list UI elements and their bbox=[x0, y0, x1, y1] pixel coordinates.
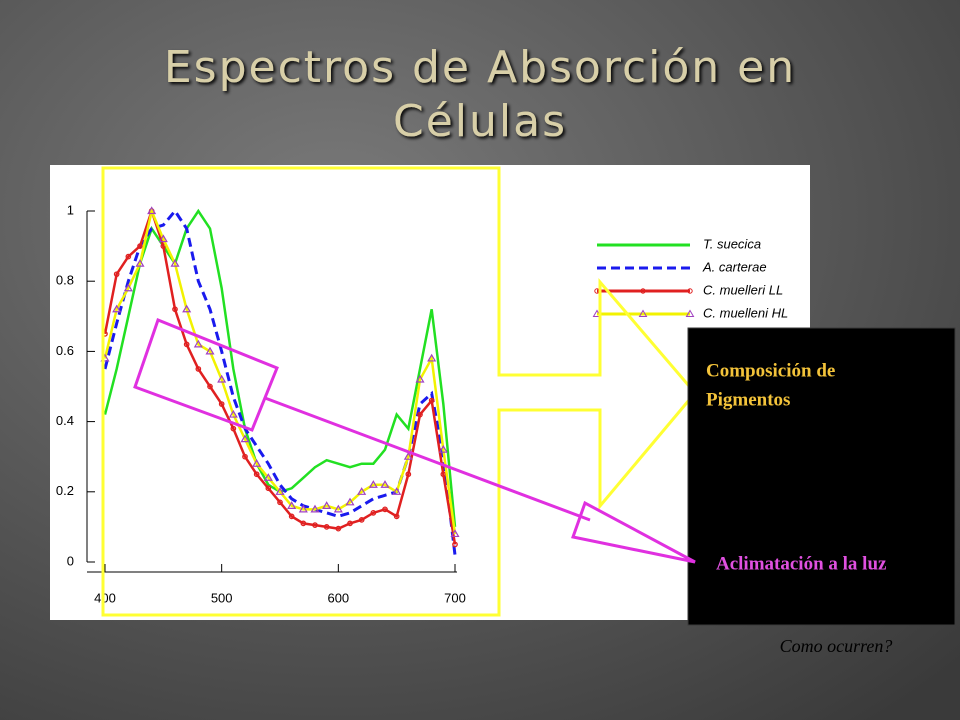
legend-marker bbox=[638, 309, 648, 317]
marker bbox=[252, 459, 262, 467]
marker bbox=[428, 397, 435, 404]
marker bbox=[113, 271, 120, 278]
marker bbox=[158, 234, 168, 243]
marker bbox=[183, 341, 190, 348]
marker bbox=[427, 353, 437, 362]
marker bbox=[452, 541, 458, 548]
marker bbox=[405, 471, 412, 478]
marker bbox=[195, 366, 202, 372]
marker bbox=[137, 243, 143, 249]
marker bbox=[357, 487, 367, 495]
legend-marker bbox=[687, 288, 693, 294]
annotation: Composición de bbox=[706, 360, 835, 381]
marker bbox=[123, 283, 133, 292]
marker bbox=[358, 517, 365, 523]
marker bbox=[207, 383, 213, 390]
marker bbox=[182, 304, 192, 313]
marker bbox=[218, 401, 225, 407]
marker bbox=[217, 374, 227, 383]
frame-arrow bbox=[101, 166, 697, 617]
y-tick-label: 0 bbox=[67, 553, 74, 568]
legend-label: T. suecica bbox=[703, 236, 761, 251]
y-tick-label: 0.8 bbox=[56, 273, 74, 288]
marker bbox=[228, 409, 238, 418]
x-tick-label: 600 bbox=[327, 590, 349, 605]
marker bbox=[125, 253, 132, 260]
marker bbox=[265, 485, 272, 492]
marker bbox=[277, 499, 283, 506]
marker bbox=[392, 487, 402, 495]
slide-title: Espectros de Absorción en bbox=[164, 42, 796, 93]
legend-marker bbox=[640, 288, 646, 294]
marker bbox=[263, 473, 273, 481]
connector bbox=[264, 396, 591, 522]
marker bbox=[288, 513, 295, 520]
marker bbox=[347, 520, 353, 527]
marker bbox=[205, 346, 215, 355]
y-tick-label: 0.2 bbox=[56, 483, 74, 498]
marker bbox=[345, 497, 355, 506]
marker bbox=[438, 444, 448, 453]
marker bbox=[147, 206, 157, 215]
marker bbox=[240, 434, 250, 443]
marker bbox=[368, 480, 378, 488]
marker bbox=[322, 501, 332, 509]
chart-image bbox=[50, 165, 810, 620]
marker bbox=[300, 520, 307, 527]
marker bbox=[112, 304, 122, 313]
marker bbox=[287, 501, 297, 509]
marker bbox=[335, 525, 342, 532]
marker bbox=[393, 513, 400, 520]
legend-label: A. carterae bbox=[702, 259, 767, 274]
legend-label: C. muelleni HL bbox=[703, 305, 788, 320]
slide-title: Células bbox=[393, 96, 567, 147]
y-tick-label: 1 bbox=[67, 202, 74, 217]
arrow-head bbox=[571, 500, 696, 564]
annotation: Aclimatación a la luz bbox=[716, 553, 887, 574]
highlight bbox=[133, 318, 279, 432]
marker bbox=[370, 510, 377, 516]
marker bbox=[450, 529, 460, 538]
marker bbox=[310, 504, 320, 513]
marker bbox=[298, 504, 308, 513]
x-tick-label: 700 bbox=[444, 590, 466, 605]
legend-marker bbox=[685, 309, 695, 317]
x-tick-label: 400 bbox=[94, 590, 116, 605]
marker bbox=[333, 504, 343, 513]
y-tick-label: 0.4 bbox=[56, 413, 74, 428]
y-tick-label: 0.6 bbox=[56, 343, 74, 358]
legend-label: C. muelleri LL bbox=[703, 282, 783, 297]
marker bbox=[382, 506, 388, 513]
marker bbox=[135, 258, 145, 267]
info-box bbox=[687, 327, 956, 626]
series-line bbox=[103, 206, 457, 535]
x-tick-label: 500 bbox=[211, 590, 233, 605]
marker bbox=[170, 258, 180, 267]
series-line bbox=[103, 207, 457, 545]
marker bbox=[193, 339, 203, 348]
marker bbox=[275, 487, 285, 495]
marker bbox=[380, 480, 390, 488]
marker bbox=[172, 306, 178, 313]
annotation: Como ocurren? bbox=[780, 636, 893, 656]
marker bbox=[253, 471, 260, 478]
marker bbox=[403, 452, 413, 460]
marker bbox=[230, 425, 237, 432]
marker bbox=[417, 411, 423, 418]
annotation: Pigmentos bbox=[706, 389, 790, 410]
marker bbox=[323, 524, 330, 530]
marker bbox=[415, 374, 425, 383]
marker bbox=[312, 522, 318, 528]
marker bbox=[242, 453, 248, 460]
